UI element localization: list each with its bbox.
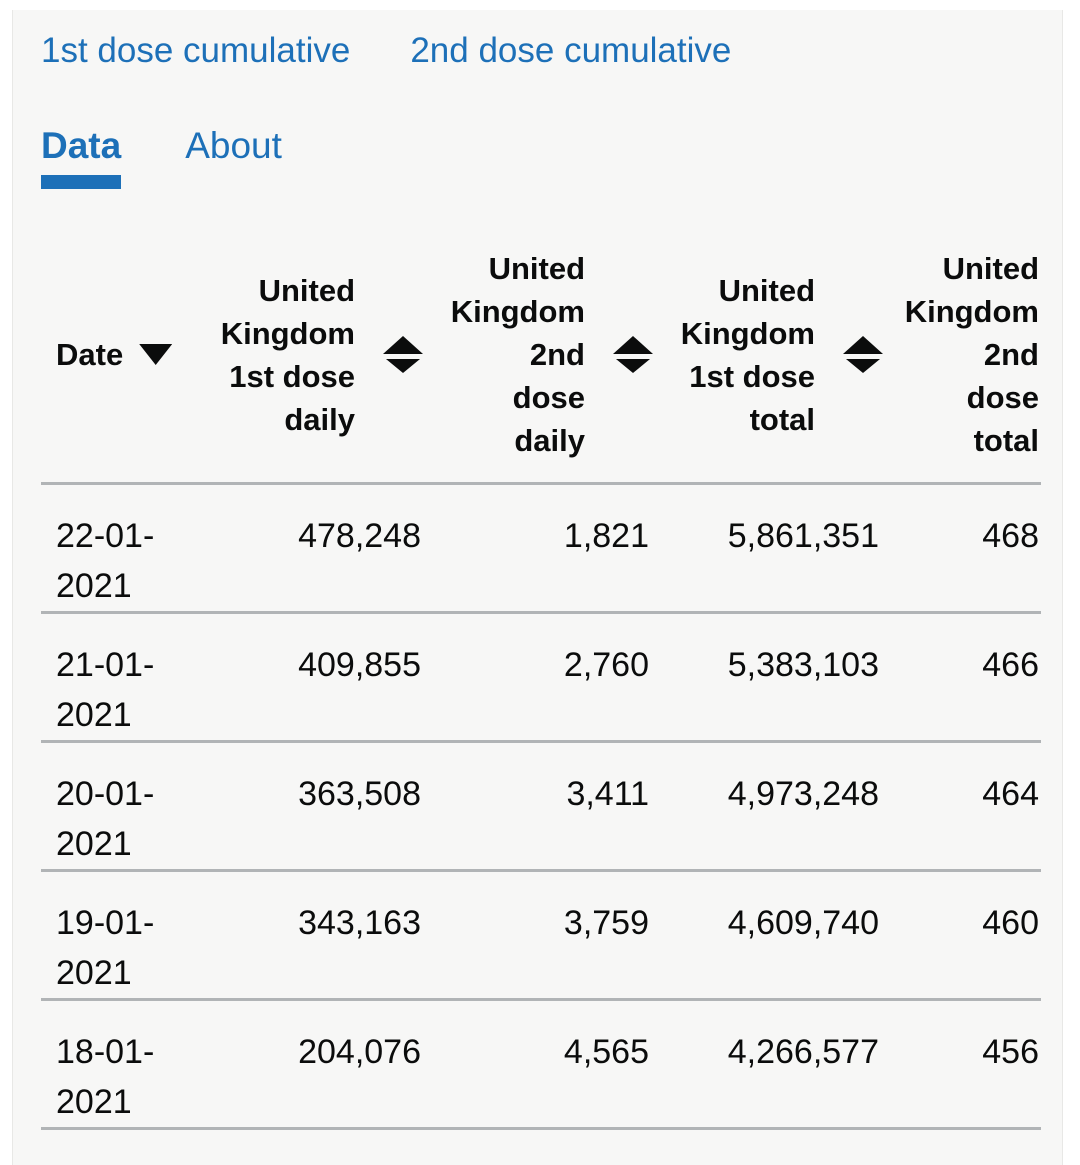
sort-both-icon [843,336,883,373]
cell-2nd-dose-daily: 3,411 [431,741,661,872]
cell-2nd-dose-daily: 1,821 [431,483,661,614]
table-header-row: Date United Kingdom 1st dose daily Unite… [41,195,1041,485]
cell-2nd-dose-total: 460 [891,870,1041,1001]
link-2nd-dose-cumulative[interactable]: 2nd dose cumulative [410,31,732,70]
tab-data[interactable]: Data [41,125,122,189]
cell-1st-dose-daily: 343,163 [181,870,431,1001]
cell-2nd-dose-daily: 3,759 [431,870,661,1001]
cell-2nd-dose-total: 466 [891,612,1041,743]
table-row: 19-01-2021 343,163 3,759 4,609,740 460 [41,870,1041,1001]
column-header-date[interactable]: Date [41,195,181,485]
column-header-label: United Kingdom 1st dose total [680,272,815,437]
cell-date: 21-01-2021 [41,612,181,743]
table-body: 22-01-2021 478,248 1,821 5,861,351 468 2… [41,483,1041,1130]
cell-2nd-dose-total: 468 [891,483,1041,614]
column-header-label: United Kingdom 1st dose daily [220,272,355,437]
card-tabs: Data About [41,126,1062,189]
table-row: 21-01-2021 409,855 2,760 5,383,103 466 [41,612,1041,743]
tab-about[interactable]: About [185,126,282,166]
column-header-uk-2nd-dose-daily[interactable]: United Kingdom 2nd dose daily [431,195,661,485]
table-row: 18-01-2021 204,076 4,565 4,266,577 456 [41,999,1041,1130]
cell-date: 19-01-2021 [41,870,181,1001]
cell-1st-dose-total: 4,266,577 [661,999,891,1130]
cell-2nd-dose-total: 456 [891,999,1041,1130]
link-1st-dose-cumulative[interactable]: 1st dose cumulative [41,31,351,70]
cell-1st-dose-total: 4,609,740 [661,870,891,1001]
cell-2nd-dose-daily: 4,565 [431,999,661,1130]
cell-date: 20-01-2021 [41,741,181,872]
cell-1st-dose-daily: 478,248 [181,483,431,614]
sort-both-icon [383,336,423,373]
column-header-date-label: Date [56,337,124,372]
column-header-uk-1st-dose-daily[interactable]: United Kingdom 1st dose daily [181,195,431,485]
cell-2nd-dose-total: 464 [891,741,1041,872]
cell-1st-dose-total: 5,861,351 [661,483,891,614]
cell-1st-dose-daily: 363,508 [181,741,431,872]
cell-1st-dose-total: 4,973,248 [661,741,891,872]
cell-1st-dose-daily: 409,855 [181,612,431,743]
table-row: 20-01-2021 363,508 3,411 4,973,248 464 [41,741,1041,872]
metric-links: 1st dose cumulative 2nd dose cumulative [41,30,1062,72]
cell-1st-dose-daily: 204,076 [181,999,431,1130]
cell-2nd-dose-daily: 2,760 [431,612,661,743]
table-row: 22-01-2021 478,248 1,821 5,861,351 468 [41,483,1041,614]
sort-both-icon [613,336,653,373]
sort-descending-icon [139,344,173,365]
column-header-uk-1st-dose-total[interactable]: United Kingdom 1st dose total [661,195,891,485]
cell-date: 18-01-2021 [41,999,181,1130]
dashboard-card: 1st dose cumulative 2nd dose cumulative … [12,10,1063,1165]
vaccination-data-table: Date United Kingdom 1st dose daily Unite… [41,195,1041,1130]
cell-1st-dose-total: 5,383,103 [661,612,891,743]
cell-date: 22-01-2021 [41,483,181,614]
column-header-label: United Kingdom 2nd dose total [904,251,1039,458]
tab-data-label: Data [41,125,122,166]
column-header-label: United Kingdom 2nd dose daily [450,251,585,458]
column-header-uk-2nd-dose-total[interactable]: United Kingdom 2nd dose total [891,195,1041,485]
tab-about-label: About [185,125,282,166]
